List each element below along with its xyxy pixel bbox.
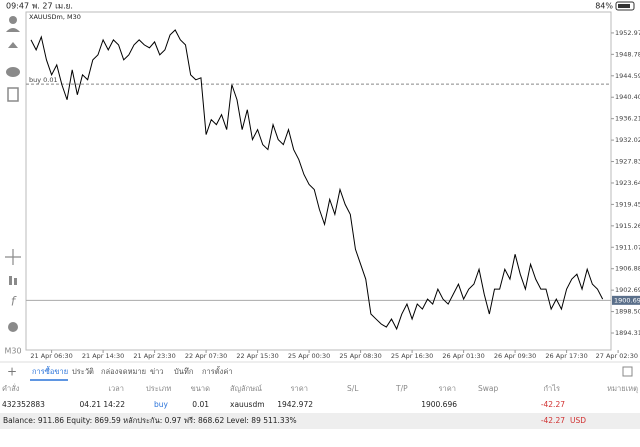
column-header: คำสั่ง [2,383,20,393]
battery-level [618,4,630,8]
cell-size: 0.01 [192,400,209,409]
x-tick-label: 21 Apr 23:30 [133,352,175,360]
tab[interactable]: การซื้อขาย [32,366,68,376]
y-tick-label: 1927.830 [615,158,640,166]
x-tick-label: 26 Apr 17:30 [545,352,587,360]
account-icon[interactable] [9,16,17,24]
y-tick-label: 1952.970 [615,29,640,37]
price-box [612,295,640,305]
column-header: T/P [395,384,408,393]
column-header: S/L [347,384,359,393]
status-time: 09:47 [6,2,29,11]
x-tick-label: 21 Apr 06:30 [30,352,72,360]
x-tick-label: 25 Apr 00:30 [288,352,330,360]
y-tick-label: 1911.070 [615,243,640,251]
cell-type: buy [154,400,169,409]
x-tick-label: 25 Apr 16:30 [391,352,433,360]
cell-order: 432352883 [2,400,45,409]
cell-profit: -42.27 [541,400,565,409]
x-tick-label: 22 Apr 07:30 [185,352,227,360]
tab[interactable]: การตั้งค่า [202,366,233,376]
objects-icon[interactable] [8,322,18,332]
positions-table: คำสั่ง เวลา ประเภท ขนาด สัญลักษณ์ ราคา S/L T/P ร… [2,383,638,409]
column-header: หมายเหตุ [607,384,638,393]
y-tick-label: 1944.590 [615,72,640,80]
summary-text: Balance: 911.86 Equity: 869.59 หลักประกั… [3,416,297,425]
battery-icon [615,1,635,11]
column-header: ราคา [439,384,456,393]
column-header: เวลา [108,384,124,393]
buy-label: buy 0.01 [29,76,58,84]
x-tick-label: 21 Apr 14:30 [82,352,124,360]
column-header: ประเภท [146,384,171,393]
chart-title: XAUUSDm, M30 [29,13,81,21]
price-line-series [30,29,604,331]
column-header: สัญลักษณ์ [230,384,262,393]
tab[interactable]: ข่าว [150,367,164,376]
status-battery: 84% [595,2,613,11]
column-header: กำไร [543,384,560,393]
account-icon-body [6,28,20,32]
column-header: ราคา [291,384,308,393]
x-tick-label: 26 Apr 01:30 [442,352,484,360]
y-tick-label: 1902.690 [615,286,640,294]
y-tick-label: 1894.310 [615,329,640,337]
candles-icon[interactable] [9,276,12,285]
tab[interactable]: ประวัติ [72,367,94,376]
y-tick-label: 1898.500 [615,308,640,316]
x-tick-label: 22 Apr 15:30 [236,352,278,360]
cell-open-price: 1942.972 [277,400,313,409]
tab[interactable]: กล่องจดหมาย [101,367,146,376]
summary-profit: -42.27 [541,416,565,425]
y-tick-label: 1915.260 [615,222,640,230]
chart-frame [25,11,612,351]
chart: 1952.970 1948.780 1944.590 1940.400 1936.210… [26,29,640,360]
cell-price: 1900.696 [421,400,457,409]
candles-icon-2 [14,278,17,285]
chat-icon[interactable] [6,67,20,77]
y-tick-label: 1923.640 [615,179,640,187]
timeframe[interactable]: M30 [4,347,21,356]
add-button[interactable]: + [7,365,17,379]
x-tick-label: 27 Apr 02:30 [596,352,638,360]
y-tick-label: 1932.020 [615,136,640,144]
x-tick-label: 26 Apr 09:30 [494,352,536,360]
column-header: Swap [478,384,498,393]
tab[interactable]: บันทึก [174,367,193,376]
layout-icon[interactable] [622,366,633,377]
column-header: ขนาด [191,384,210,393]
summary-currency: USD [570,416,586,425]
y-tick-label: 1906.880 [615,265,640,273]
cell-symbol: xauusdm [230,400,265,409]
trade-icon[interactable] [8,42,18,48]
y-tick-label: 1936.210 [615,115,640,123]
y-tick-label: 1948.780 [615,50,640,58]
y-tick-label: 1919.450 [615,200,640,208]
new-order-icon[interactable] [7,87,19,102]
crosshair-icon[interactable] [5,249,21,265]
y-tick-label: 1940.400 [615,93,640,101]
x-tick-label: 25 Apr 08:30 [339,352,381,360]
toolbar: f M30 [4,16,22,356]
cell-time: 04.21 14:22 [80,400,126,409]
indicator-icon[interactable]: f [11,295,17,309]
price-label: 1900.696 [614,296,640,304]
status-date: พ. 27 เม.ย. [32,2,73,11]
summary-bar [0,413,640,429]
tabs: การซื้อขาย ประวัติ กล่องจดหมาย ข่าว บันทึก กา… [32,366,233,376]
